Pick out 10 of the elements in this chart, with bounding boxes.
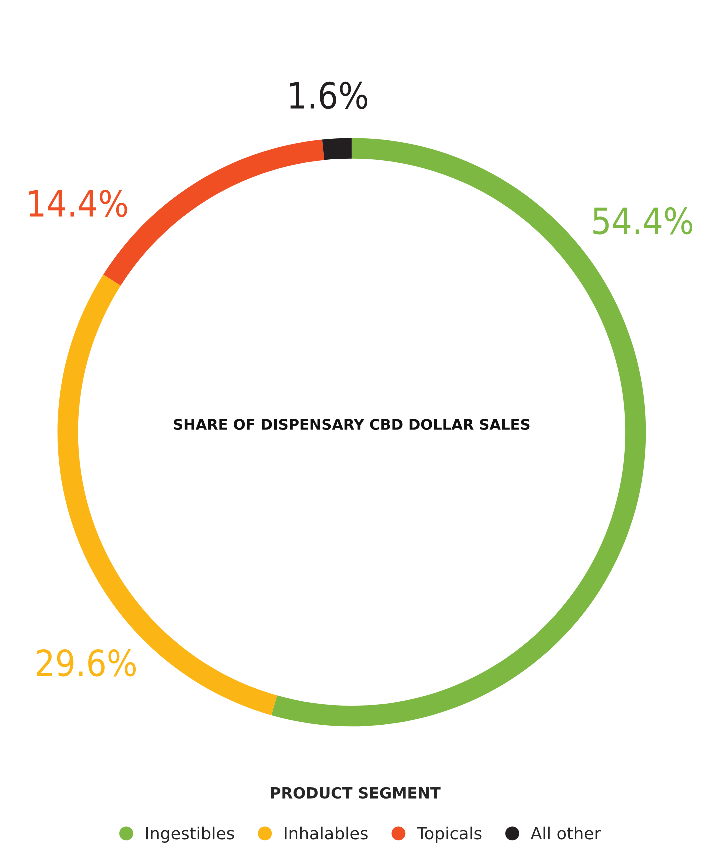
- text: SHARE OF DISPENSARY CBD DOLLAR SALES: [174, 419, 530, 430]
- legend-label: Inhalables: [285, 826, 368, 840]
- legend-label: Topicals: [416, 826, 482, 843]
- legend-label: All other: [530, 826, 602, 840]
- legend-label: Ingestibles: [146, 826, 234, 843]
- data-label: 1.6%: [290, 82, 368, 110]
- data-label: 29.6%: [36, 649, 136, 677]
- data-label: 54.4%: [594, 207, 693, 235]
- data-label: 14.4%: [30, 190, 128, 218]
- legend-title: PRODUCT SEGMENT: [271, 787, 441, 799]
